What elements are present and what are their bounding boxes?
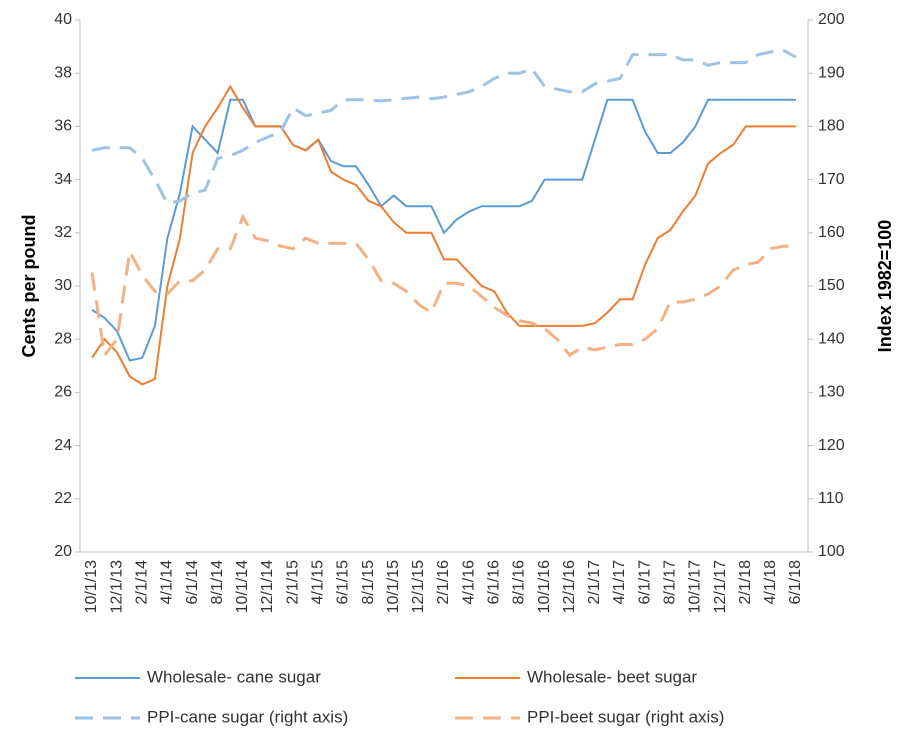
y-tick-label: 22	[54, 490, 72, 507]
legend-label: Wholesale- beet sugar	[527, 667, 697, 686]
x-tick-label: 2/1/14	[134, 560, 151, 605]
x-tick-label: 4/1/14	[159, 560, 176, 605]
y2-tick-label: 200	[818, 11, 845, 28]
x-tick-label: 10/1/15	[385, 560, 402, 613]
y2-tick-label: 180	[818, 118, 845, 135]
y-tick-label: 40	[54, 11, 72, 28]
x-tick-label: 12/1/16	[561, 560, 578, 613]
y2-tick-label: 150	[818, 277, 845, 294]
legend-label: Wholesale- cane sugar	[147, 667, 321, 686]
y-tick-label: 30	[54, 277, 72, 294]
y2-axis-title: Index 1982=100	[875, 220, 895, 353]
y-tick-label: 36	[54, 118, 72, 135]
y2-tick-label: 190	[818, 64, 845, 81]
x-tick-label: 8/1/16	[511, 560, 528, 605]
series-line	[91, 98, 796, 362]
x-tick-label: 2/1/16	[435, 560, 452, 605]
y-tick-label: 28	[54, 330, 72, 347]
y-axis-title: Cents per pound	[19, 215, 39, 358]
x-tick-label: 12/1/14	[259, 560, 276, 613]
x-tick-label: 8/1/15	[360, 560, 377, 605]
x-tick-label: 10/1/13	[83, 560, 100, 613]
x-tick-label: 6/1/17	[636, 560, 653, 605]
x-tick-label: 8/1/14	[209, 560, 226, 605]
y2-tick-label: 100	[818, 543, 845, 560]
y-tick-label: 32	[54, 224, 72, 241]
x-tick-label: 10/1/17	[687, 560, 704, 613]
x-tick-label: 4/1/15	[310, 560, 327, 605]
y2-tick-label: 160	[818, 224, 845, 241]
x-tick-label: 4/1/18	[762, 560, 779, 605]
x-tick-label: 4/1/17	[611, 560, 628, 605]
series-line	[90, 213, 796, 359]
x-tick-label: 12/1/15	[410, 560, 427, 613]
legend-label: PPI-cane sugar (right axis)	[147, 707, 348, 726]
x-tick-label: 6/1/14	[184, 560, 201, 605]
y-tick-label: 38	[54, 64, 72, 81]
y-tick-label: 34	[54, 171, 72, 188]
x-tick-label: 6/1/15	[335, 560, 352, 605]
x-tick-label: 6/1/16	[486, 560, 503, 605]
x-tick-label: 10/1/16	[536, 560, 553, 613]
y-tick-label: 20	[54, 543, 72, 560]
y2-tick-label: 140	[818, 330, 845, 347]
x-tick-label: 8/1/17	[662, 560, 679, 605]
x-tick-label: 12/1/17	[712, 560, 729, 613]
y2-tick-label: 130	[818, 384, 845, 401]
x-tick-label: 4/1/16	[460, 560, 477, 605]
legend-label: PPI-beet sugar (right axis)	[527, 707, 724, 726]
x-tick-label: 6/1/18	[787, 560, 804, 605]
y2-tick-label: 170	[818, 171, 845, 188]
series-line	[91, 84, 796, 386]
x-tick-label: 2/1/18	[737, 560, 754, 605]
y-tick-label: 24	[54, 437, 72, 454]
x-tick-label: 2/1/17	[586, 560, 603, 605]
series-line	[91, 48, 797, 206]
y-tick-label: 26	[54, 384, 72, 401]
x-tick-label: 2/1/15	[284, 560, 301, 605]
y2-tick-label: 120	[818, 437, 845, 454]
y2-tick-label: 110	[818, 490, 844, 507]
x-tick-label: 10/1/14	[234, 560, 251, 613]
x-tick-label: 12/1/13	[108, 560, 125, 613]
